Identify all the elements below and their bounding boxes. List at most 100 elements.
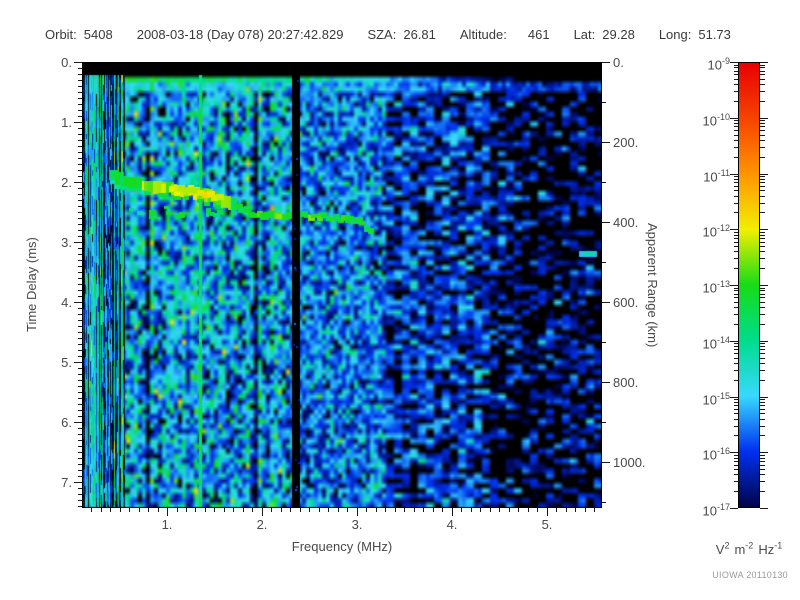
colorbar-tick-exponent: -15 (716, 391, 730, 401)
y-axis-tick-label: 3. (61, 235, 72, 250)
colorbar-minor-tick (734, 413, 738, 414)
header-field: 2008-03-18 (Day 078) 20:27:42.829 (137, 27, 344, 42)
colorbar-minor-tick (734, 120, 738, 121)
x-axis-minor-tick (480, 508, 481, 512)
colorbar-tick-exponent: -12 (716, 223, 730, 233)
y-axis-minor-tick (78, 284, 82, 285)
right-axis-minor-tick (602, 502, 606, 503)
colorbar-minor-tick (734, 79, 738, 80)
colorbar-minor-tick (760, 268, 765, 269)
unit-base: m (734, 542, 746, 558)
colorbar-minor-tick (760, 65, 765, 66)
colorbar-tick-label: 10-15 (678, 389, 730, 407)
colorbar-minor-tick (760, 302, 765, 303)
x-axis-major-tick (547, 508, 548, 516)
colorbar-minor-tick (760, 67, 765, 68)
x-axis-minor-tick (537, 508, 538, 512)
colorbar-major-tick (730, 118, 738, 119)
y-axis-minor-tick (78, 506, 82, 507)
x-axis-minor-tick (575, 508, 576, 512)
colorbar-minor-tick (734, 186, 738, 187)
right-axis-minor-tick (602, 102, 606, 103)
x-axis-minor-tick (404, 508, 405, 512)
y-axis-minor-tick (78, 164, 82, 165)
colorbar-minor-tick (734, 405, 738, 406)
y-axis-minor-tick (78, 368, 82, 369)
colorbar-minor-tick (734, 343, 738, 344)
colorbar-minor-tick (760, 370, 765, 371)
colorbar-major-tick (760, 508, 768, 509)
colorbar-major-tick (760, 174, 768, 175)
right-axis-tick-label: 400. (613, 215, 639, 230)
x-axis-minor-tick (101, 508, 102, 512)
colorbar-minor-tick (734, 491, 738, 492)
colorbar-minor-tick (760, 413, 765, 414)
y-axis-minor-tick (78, 110, 82, 111)
colorbar-tick-base: 10 (702, 280, 717, 296)
y-axis-minor-tick (78, 446, 82, 447)
colorbar-minor-tick (760, 203, 765, 204)
y-axis-minor-tick (78, 458, 82, 459)
colorbar-major-tick (730, 341, 738, 342)
y-axis-major-tick (74, 302, 82, 303)
right-axis-major-tick (602, 302, 610, 303)
x-axis-tick-label: 1. (161, 517, 173, 532)
y-axis-minor-tick (78, 470, 82, 471)
x-axis-major-tick (167, 508, 168, 516)
colorbar-major-tick (730, 397, 738, 398)
colorbar-minor-tick (734, 469, 738, 470)
colorbar-tick-label: 10-12 (678, 221, 730, 239)
colorbar-tick-exponent: -9 (721, 56, 730, 66)
y-axis-tick-label: 1. (61, 115, 72, 130)
colorbar-tick-exponent: -16 (716, 446, 730, 456)
colorbar-minor-tick (760, 232, 765, 233)
right-axis-tick-label: 1000. (613, 455, 646, 470)
colorbar-minor-tick (734, 176, 738, 177)
colorbar-minor-tick (734, 481, 738, 482)
colorbar-tick-base: 10 (702, 224, 717, 240)
y-axis-minor-tick (78, 224, 82, 225)
x-axis-minor-tick (490, 508, 491, 512)
colorbar-minor-tick (760, 461, 765, 462)
y-axis-minor-tick (78, 404, 82, 405)
y-axis-minor-tick (78, 218, 82, 219)
colorbar-minor-tick (760, 186, 765, 187)
right-axis-major-tick (602, 142, 610, 143)
header-field: Long: 51.73 (659, 27, 731, 42)
colorbar-minor-tick (760, 380, 765, 381)
y-axis-minor-tick (78, 410, 82, 411)
colorbar-minor-tick (734, 123, 738, 124)
colorbar-minor-tick (734, 409, 738, 410)
x-axis-minor-tick (471, 508, 472, 512)
colorbar-minor-tick (760, 288, 765, 289)
colorbar-minor-tick (760, 91, 765, 92)
colorbar-minor-tick (734, 84, 738, 85)
colorbar-tick-exponent: -17 (716, 502, 730, 512)
colorbar-minor-tick (734, 302, 738, 303)
x-axis-minor-tick (177, 508, 178, 512)
colorbar-major-tick (730, 174, 738, 175)
colorbar-minor-tick (760, 235, 765, 236)
colorbar-minor-tick (734, 71, 738, 72)
y-axis-major-tick (74, 122, 82, 123)
colorbar-minor-tick (760, 258, 765, 259)
y-axis-major-tick (74, 62, 82, 63)
colorbar-tick-label: 10-11 (678, 166, 730, 184)
colorbar-tick-base: 10 (702, 336, 717, 352)
x-axis-minor-tick (233, 508, 234, 512)
x-axis-minor-tick (433, 508, 434, 512)
colorbar-tick-label: 10-10 (678, 110, 730, 128)
colorbar-minor-tick (734, 74, 738, 75)
x-axis-tick-label: 3. (351, 517, 363, 532)
unit-part: Hz-1 (758, 541, 782, 557)
y-axis-minor-tick (78, 326, 82, 327)
y-axis-tick-label: 2. (61, 175, 72, 190)
y-axis-minor-tick (78, 290, 82, 291)
x-axis-minor-tick (414, 508, 415, 512)
y-axis-minor-tick (78, 338, 82, 339)
colorbar-minor-tick (760, 324, 765, 325)
right-axis-minor-tick (602, 262, 606, 263)
colorbar-minor-tick (760, 74, 765, 75)
colorbar-minor-tick (760, 179, 765, 180)
